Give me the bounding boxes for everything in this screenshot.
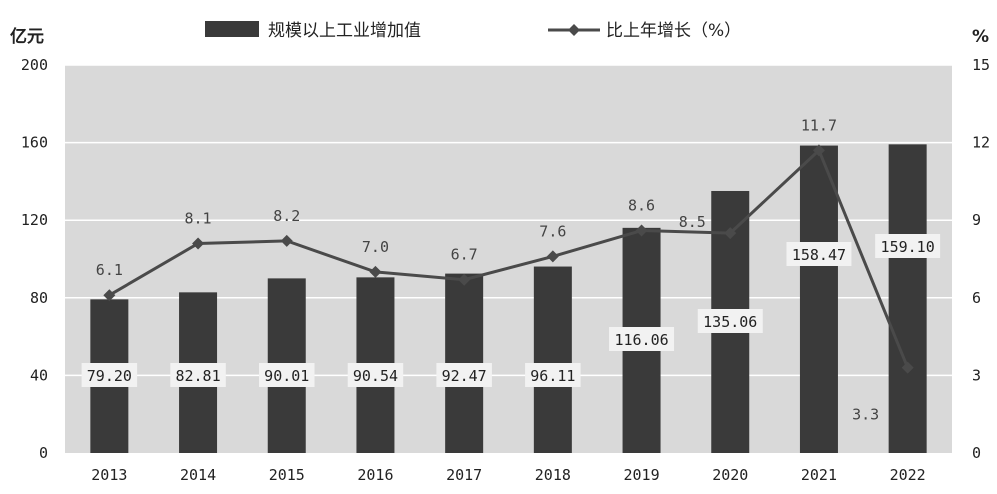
bar-label-box	[875, 234, 941, 258]
x-tick-label: 2022	[890, 466, 926, 484]
bar-label-box	[697, 309, 763, 333]
x-tick-label: 2020	[712, 466, 748, 484]
line-point	[103, 289, 116, 302]
y-tick-label: 0	[39, 444, 48, 462]
line-series	[103, 144, 914, 374]
bar-data-label: 90.01	[264, 367, 309, 385]
bar-label-box	[259, 363, 315, 387]
line-point	[192, 237, 205, 250]
y2-tick-label: 3	[972, 366, 981, 384]
line-point	[901, 361, 914, 374]
y2-tick-label: 6	[972, 289, 981, 307]
x-tick-label: 2014	[180, 466, 216, 484]
x-tick-label: 2021	[801, 466, 837, 484]
line-point	[724, 227, 737, 240]
bar	[799, 145, 838, 453]
legend: 规模以上工业增加值 比上年增长（%）	[205, 21, 741, 41]
bar-label-box	[347, 363, 404, 387]
line-point	[635, 224, 648, 237]
bar-label-box	[170, 363, 226, 387]
line-data-label: 6.7	[451, 246, 478, 264]
bar-label-box	[786, 242, 852, 266]
y2-axis-unit: %	[972, 27, 989, 47]
y-tick-label: 120	[21, 211, 48, 229]
bar-label-box	[609, 327, 675, 351]
line-data-label: 6.1	[96, 261, 123, 279]
axes: 0 40 80 120 160 200 0 3 6 9 12 15 2013 2014 2015 2016 20…	[21, 56, 990, 484]
line-data-label: 3.3	[852, 406, 879, 424]
bar-data-label: 135.06	[703, 313, 757, 331]
bar-data-label: 82.81	[175, 367, 220, 385]
line-point	[812, 144, 825, 157]
bar-data-label: 79.20	[87, 367, 132, 385]
bar-data-label: 92.47	[442, 367, 487, 385]
x-tick-label: 2018	[535, 466, 571, 484]
bar-label-box	[81, 363, 138, 387]
legend-line-label: 比上年增长（%）	[606, 21, 741, 41]
line-data-label: 8.2	[273, 207, 300, 225]
y-tick-label: 200	[21, 56, 48, 74]
line-data-label: 8.5	[679, 213, 706, 231]
line-point	[458, 273, 471, 286]
line-path	[108, 147, 910, 369]
line-point	[280, 234, 293, 247]
bar	[533, 266, 572, 453]
bar	[888, 144, 927, 453]
line-point	[369, 265, 382, 278]
x-tick-label: 2013	[91, 466, 127, 484]
x-tick-label: 2016	[357, 466, 393, 484]
bar-data-label: 96.11	[530, 367, 575, 385]
legend-line-marker	[568, 24, 580, 36]
bar-label-box	[525, 363, 581, 387]
legend-bar-label: 规模以上工业增加值	[268, 21, 421, 41]
bar-data-label: 90.54	[353, 367, 398, 385]
bar-label-box	[436, 363, 492, 387]
y2-tick-label: 15	[972, 56, 990, 74]
x-tick-label: 2019	[623, 466, 659, 484]
y-tick-label: 80	[30, 289, 48, 307]
line-data-label: 8.6	[628, 197, 655, 215]
bar-data-labels: 79.20 82.81 90.01 90.54 92.47 96.11 116.06 135.…	[81, 234, 941, 387]
line-point	[546, 250, 559, 263]
x-tick-label: 2015	[269, 466, 305, 484]
x-tick-label: 2017	[446, 466, 482, 484]
y-axis-unit: 亿元	[10, 26, 44, 47]
legend-bar-swatch	[205, 21, 259, 37]
line-data-label: 11.7	[801, 116, 837, 134]
bar-data-label: 158.47	[792, 246, 846, 264]
y2-tick-label: 0	[972, 444, 981, 462]
bar-data-label: 116.06	[614, 331, 668, 349]
bar-data-label: 159.10	[881, 238, 935, 256]
line-data-labels: 6.1 8.1 8.2 7.0 6.7 7.6 8.6 8.5 11.7 3.3	[96, 116, 879, 423]
line-data-label: 8.1	[185, 209, 212, 227]
y2-tick-label: 12	[972, 134, 990, 152]
y-tick-label: 40	[30, 366, 48, 384]
line-data-label: 7.0	[362, 238, 389, 256]
line-data-label: 7.6	[539, 222, 566, 240]
y2-tick-label: 9	[972, 211, 981, 229]
y-tick-label: 160	[21, 134, 48, 152]
